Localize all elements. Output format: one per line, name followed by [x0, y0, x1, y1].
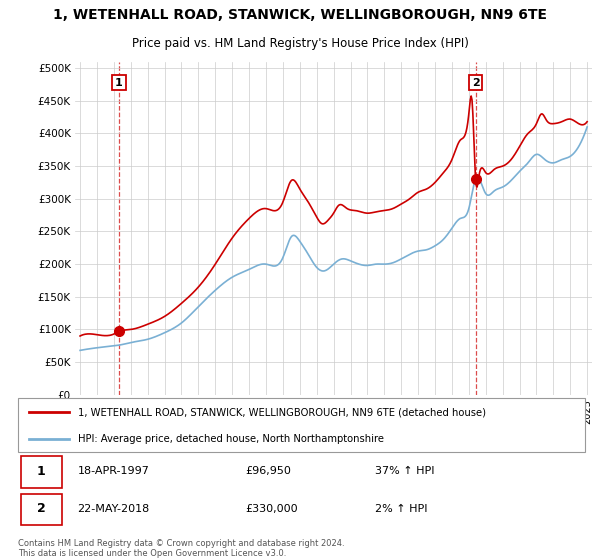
- FancyBboxPatch shape: [21, 494, 62, 525]
- Text: 1: 1: [37, 465, 46, 478]
- FancyBboxPatch shape: [21, 456, 62, 488]
- Text: 22-MAY-2018: 22-MAY-2018: [77, 503, 150, 514]
- Text: HPI: Average price, detached house, North Northamptonshire: HPI: Average price, detached house, Nort…: [77, 434, 383, 444]
- Text: 2: 2: [37, 502, 46, 515]
- Text: 37% ↑ HPI: 37% ↑ HPI: [375, 466, 435, 477]
- Text: 18-APR-1997: 18-APR-1997: [77, 466, 149, 477]
- Text: 2% ↑ HPI: 2% ↑ HPI: [375, 503, 428, 514]
- Text: Contains HM Land Registry data © Crown copyright and database right 2024.
This d: Contains HM Land Registry data © Crown c…: [18, 539, 344, 558]
- Text: 1, WETENHALL ROAD, STANWICK, WELLINGBOROUGH, NN9 6TE: 1, WETENHALL ROAD, STANWICK, WELLINGBORO…: [53, 8, 547, 22]
- FancyBboxPatch shape: [18, 398, 585, 452]
- Text: 2: 2: [472, 77, 479, 87]
- Text: 1, WETENHALL ROAD, STANWICK, WELLINGBOROUGH, NN9 6TE (detached house): 1, WETENHALL ROAD, STANWICK, WELLINGBORO…: [77, 408, 485, 417]
- Text: £330,000: £330,000: [245, 503, 298, 514]
- Text: Price paid vs. HM Land Registry's House Price Index (HPI): Price paid vs. HM Land Registry's House …: [131, 37, 469, 50]
- Text: 1: 1: [115, 77, 123, 87]
- Text: £96,950: £96,950: [245, 466, 290, 477]
